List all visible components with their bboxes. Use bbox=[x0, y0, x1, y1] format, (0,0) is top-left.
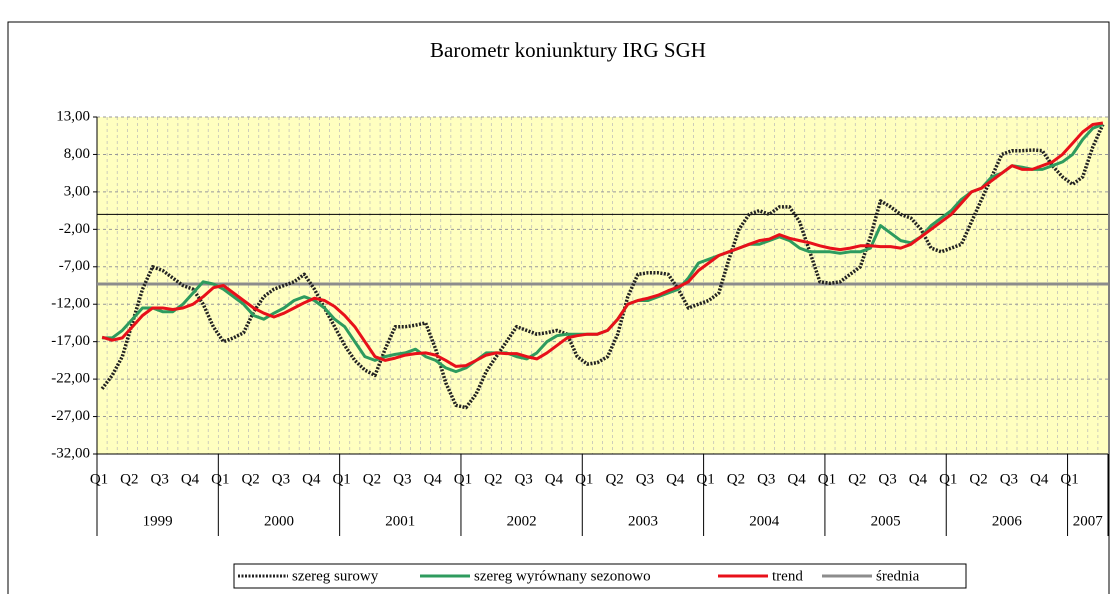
y-tick-label: -32,00 bbox=[51, 445, 90, 461]
x-tick-label: Q1 bbox=[454, 471, 472, 487]
legend-label: szereg wyrównany sezonowo bbox=[474, 568, 651, 584]
x-tick-label: Q1 bbox=[575, 471, 593, 487]
legend-label: trend bbox=[772, 568, 803, 584]
series-line bbox=[100, 123, 1105, 410]
chart-title: Barometr koniunktury IRG SGH bbox=[430, 38, 706, 62]
x-tick-label: Q2 bbox=[120, 471, 138, 487]
x-tick-label: Q2 bbox=[848, 471, 866, 487]
x-tick-label: Q2 bbox=[241, 471, 259, 487]
x-tick-label: Q2 bbox=[484, 471, 502, 487]
y-tick-label: 8,00 bbox=[64, 146, 90, 162]
year-label: 2003 bbox=[628, 513, 658, 529]
x-tick-label: Q2 bbox=[969, 471, 987, 487]
x-tick-label: Q4 bbox=[787, 471, 806, 487]
year-label: 2004 bbox=[749, 513, 780, 529]
x-tick-label: Q1 bbox=[332, 471, 350, 487]
x-tick-label: Q2 bbox=[363, 471, 381, 487]
x-tick-label: Q4 bbox=[1030, 471, 1049, 487]
y-tick-label: 13,00 bbox=[56, 108, 90, 124]
x-tick-label: Q4 bbox=[423, 471, 442, 487]
x-tick-label: Q3 bbox=[757, 471, 775, 487]
x-tick-label: Q3 bbox=[393, 471, 411, 487]
x-tick-label: Q3 bbox=[272, 471, 290, 487]
x-tick-label: Q2 bbox=[605, 471, 623, 487]
y-tick-label: 3,00 bbox=[64, 183, 90, 199]
x-tick-label: Q1 bbox=[1060, 471, 1078, 487]
y-tick-label: -12,00 bbox=[51, 296, 90, 312]
x-tick-label: Q3 bbox=[514, 471, 532, 487]
y-tick-label: -7,00 bbox=[59, 258, 90, 274]
x-tick-label: Q1 bbox=[90, 471, 108, 487]
x-tick-label: Q4 bbox=[666, 471, 685, 487]
x-tick-label: Q4 bbox=[909, 471, 928, 487]
x-tick-label: Q4 bbox=[181, 471, 200, 487]
year-label: 2002 bbox=[507, 513, 537, 529]
y-tick-label: -27,00 bbox=[51, 408, 90, 424]
x-tick-label: Q4 bbox=[545, 471, 564, 487]
x-tick-label: Q3 bbox=[150, 471, 168, 487]
x-tick-label: Q4 bbox=[302, 471, 321, 487]
year-label: 2005 bbox=[871, 513, 901, 529]
series-line bbox=[101, 121, 1104, 368]
year-label: 1999 bbox=[143, 513, 173, 529]
x-tick-label: Q2 bbox=[727, 471, 745, 487]
x-tick-label: Q1 bbox=[211, 471, 229, 487]
x-tick-label: Q3 bbox=[636, 471, 654, 487]
y-tick-label: -17,00 bbox=[51, 333, 90, 349]
year-label: 2001 bbox=[385, 513, 415, 529]
x-tick-label: Q3 bbox=[878, 471, 896, 487]
year-label: 2007 bbox=[1073, 513, 1104, 529]
y-tick-label: -22,00 bbox=[51, 371, 90, 387]
legend-label: szereg surowy bbox=[292, 568, 379, 584]
year-label: 2006 bbox=[992, 513, 1023, 529]
x-tick-label: Q1 bbox=[818, 471, 836, 487]
year-label: 2000 bbox=[264, 513, 294, 529]
x-tick-label: Q1 bbox=[939, 471, 957, 487]
legend-label: średnia bbox=[876, 568, 920, 584]
x-tick-label: Q3 bbox=[1000, 471, 1018, 487]
x-tick-label: Q1 bbox=[696, 471, 714, 487]
y-tick-label: -2,00 bbox=[59, 221, 90, 237]
